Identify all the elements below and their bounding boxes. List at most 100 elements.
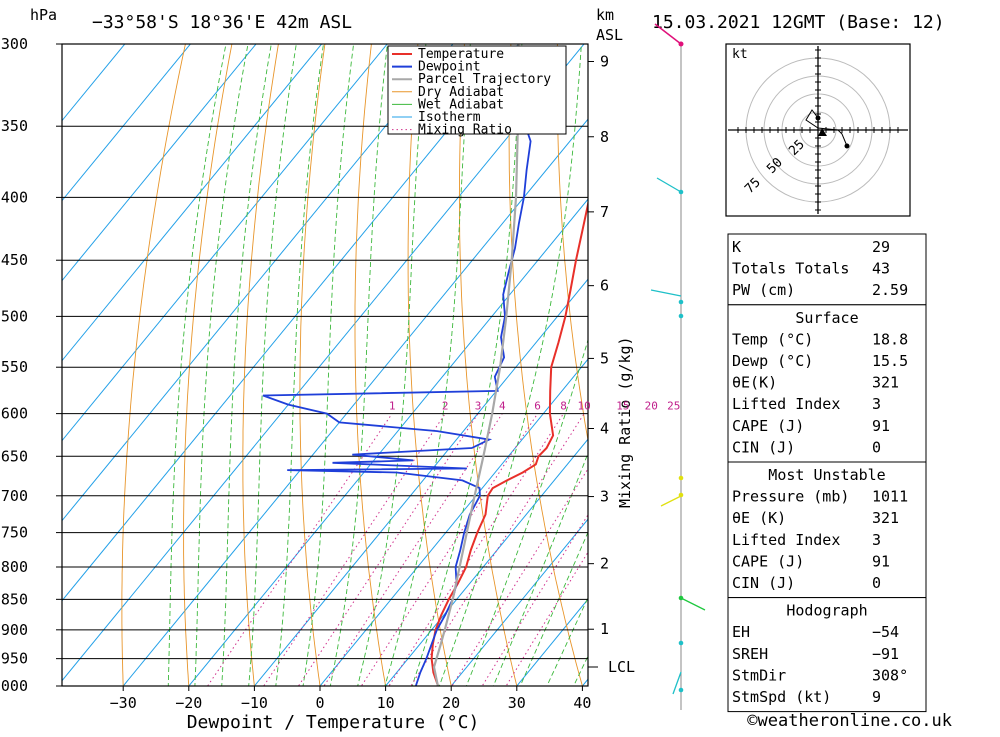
wet-adiabat-line <box>272 7 329 712</box>
lcl-label: LCL <box>608 658 635 676</box>
km-tick-label: 4 <box>600 420 609 438</box>
y-tick-label: 1000 <box>0 677 28 695</box>
y-tick-label: 650 <box>1 447 28 465</box>
y-tick-label: 800 <box>1 558 28 576</box>
surface-indices-row-label: CIN (J) <box>732 438 795 456</box>
y-tick-label: 900 <box>1 621 28 639</box>
y-tick-label: 700 <box>1 487 28 505</box>
wind-level-marker <box>679 42 684 47</box>
basic-indices-row-label: Totals Totals <box>732 260 849 278</box>
isotherm-line <box>0 7 221 712</box>
wet-adiabat-line <box>194 7 255 712</box>
mixing-ratio-value-label: 3 <box>475 400 482 413</box>
y-tick-label: 500 <box>1 307 28 325</box>
x-tick-label: 0 <box>315 694 324 712</box>
mixing-ratio-line <box>190 414 392 712</box>
mixing-ratio-value-label: 2 <box>442 400 449 413</box>
dry-adiabat-line <box>923 7 1000 712</box>
wind-level-marker <box>679 300 684 305</box>
hodograph-unit-label: kt <box>732 47 748 62</box>
hodograph-point <box>845 144 850 149</box>
basic-indices-row-value: 29 <box>872 238 890 256</box>
x-tick-label: 10 <box>377 694 395 712</box>
x-tick-label: −20 <box>175 694 202 712</box>
km-tick-label: 8 <box>600 128 609 146</box>
most-unstable-indices-title: Most Unstable <box>768 466 885 484</box>
surface-indices-row-label: Lifted Index <box>732 395 840 413</box>
hodograph-indices-row-value: 308° <box>872 666 908 684</box>
dry-adiabat-line <box>969 7 1000 712</box>
datetime-title: 15.03.2021 12GMT (Base: 12) <box>652 12 945 33</box>
isotherm-line <box>0 7 286 712</box>
wet-adiabat-line <box>168 7 234 712</box>
basic-indices-row-label: K <box>732 238 741 256</box>
basic-indices-row-value: 2.59 <box>872 281 908 299</box>
y-tick-label: 400 <box>1 188 28 206</box>
y-tick-label: 850 <box>1 590 28 608</box>
basic-indices-row-value: 43 <box>872 260 890 278</box>
asl-label: ASL <box>596 26 623 44</box>
hodograph-indices-row-value: −91 <box>872 645 899 663</box>
km-tick-label: 7 <box>600 203 609 221</box>
basic-indices-row-label: PW (cm) <box>732 281 795 299</box>
wind-level-marker <box>679 314 684 319</box>
surface-indices-title: Surface <box>795 309 858 327</box>
mixing-ratio-line <box>247 414 446 712</box>
surface-indices-row-value: 3 <box>872 395 881 413</box>
mixing-ratio-line <box>490 414 673 712</box>
km-tick-label: 5 <box>600 349 609 367</box>
km-tick-label: 3 <box>600 488 609 506</box>
surface-indices-row-value: 15.5 <box>872 352 908 370</box>
pressure-unit-label: hPa <box>30 6 57 24</box>
mixing-ratio-value-label: 25 <box>667 400 680 413</box>
surface-indices-row-label: Temp (°C) <box>732 330 813 348</box>
y-tick-label: 350 <box>1 117 28 135</box>
x-tick-label: 40 <box>573 694 591 712</box>
mixing-ratio-value-label: 20 <box>645 400 658 413</box>
wind-barb <box>661 496 681 506</box>
hodograph-indices-row-label: SREH <box>732 645 768 663</box>
most-unstable-indices-row-value: 91 <box>872 552 890 570</box>
legend-entry-label: Mixing Ratio <box>418 123 512 138</box>
wind-level-marker <box>679 688 684 693</box>
location-title: −33°58'S 18°36'E 42m ASL <box>92 12 352 33</box>
wet-adiabat-line <box>325 7 392 712</box>
hodograph-indices-row-label: StmSpd (kt) <box>732 688 831 706</box>
mixing-ratio-line <box>307 414 502 712</box>
km-tick-label: 9 <box>600 52 609 70</box>
x-tick-label: 20 <box>442 694 460 712</box>
most-unstable-indices-row-value: 0 <box>872 574 881 592</box>
dry-adiabat-line <box>184 7 240 712</box>
surface-indices-row-value: 0 <box>872 438 881 456</box>
surface-indices-row-value: 18.8 <box>872 330 908 348</box>
x-tick-label: 30 <box>508 694 526 712</box>
mixing-ratio-value-label: 8 <box>560 400 567 413</box>
most-unstable-indices-row-value: 1011 <box>872 488 908 506</box>
wind-barb <box>681 598 705 610</box>
mixing-ratio-axis-label: Mixing Ratio (g/kg) <box>616 336 634 508</box>
x-axis-label: Dewpoint / Temperature (°C) <box>187 712 480 733</box>
wind-level-marker <box>679 476 684 481</box>
hodograph-indices-title: Hodograph <box>786 602 867 620</box>
surface-indices-row-label: θE(K) <box>732 374 777 392</box>
x-tick-label: −30 <box>110 694 137 712</box>
hodograph-indices-row-label: StmDir <box>732 666 786 684</box>
km-unit-label: km <box>596 6 614 24</box>
wet-adiabat-line <box>246 7 302 712</box>
km-tick-label: 6 <box>600 277 609 295</box>
mixing-ratio-value-label: 15 <box>616 400 629 413</box>
mixing-ratio-line <box>281 414 478 712</box>
most-unstable-indices-row-label: θE (K) <box>732 509 786 527</box>
isotherm-line <box>0 7 352 712</box>
y-tick-label: 550 <box>1 358 28 376</box>
y-tick-label: 450 <box>1 251 28 269</box>
mixing-ratio-value-label: 1 <box>389 400 396 413</box>
most-unstable-indices-row-label: Lifted Index <box>732 531 840 549</box>
wind-level-marker <box>679 641 684 646</box>
km-tick-label: 1 <box>600 620 609 638</box>
most-unstable-indices-row-label: CIN (J) <box>732 574 795 592</box>
y-tick-label: 300 <box>1 35 28 53</box>
wet-adiabat-line <box>220 7 278 712</box>
